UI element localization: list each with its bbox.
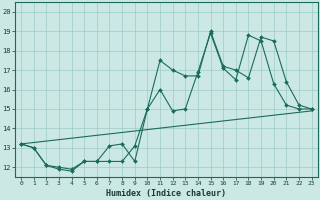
X-axis label: Humidex (Indice chaleur): Humidex (Indice chaleur) [106, 189, 226, 198]
